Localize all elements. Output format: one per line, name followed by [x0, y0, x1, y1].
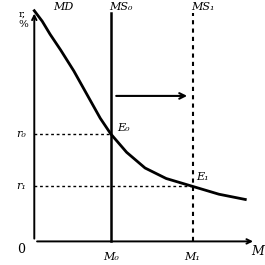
Text: r₀: r₀ [16, 129, 26, 139]
Text: M₀: M₀ [103, 252, 119, 262]
Text: M: M [251, 245, 263, 258]
Text: r₁: r₁ [16, 181, 26, 191]
Text: r,: r, [19, 10, 26, 18]
Text: M₁: M₁ [185, 252, 201, 262]
Text: MS₀: MS₀ [109, 2, 133, 12]
Text: MS₁: MS₁ [191, 2, 215, 12]
Text: MD: MD [53, 2, 73, 12]
Text: 0: 0 [17, 243, 25, 256]
Text: E₁: E₁ [197, 173, 209, 182]
Text: %: % [19, 20, 28, 29]
Text: E₀: E₀ [117, 123, 130, 132]
